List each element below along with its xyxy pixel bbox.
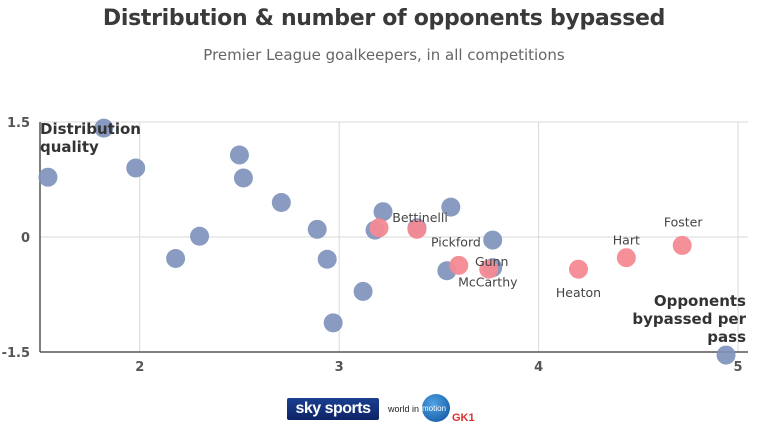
world-in-text: world in bbox=[388, 404, 420, 414]
point-label: Hart bbox=[613, 233, 640, 248]
point-label: Foster bbox=[664, 214, 703, 229]
highlight-point bbox=[449, 255, 469, 275]
globe-icon bbox=[422, 394, 450, 422]
point-label: McCarthy bbox=[458, 274, 518, 289]
point-label: Bettinelli bbox=[392, 210, 448, 225]
motion-text: motion bbox=[422, 404, 447, 413]
data-point bbox=[441, 197, 461, 217]
gk1-logo: GK1 bbox=[452, 412, 475, 424]
y-tick-label: -1.5 bbox=[2, 346, 30, 361]
footer: sky sports world in motion GK1 bbox=[0, 390, 768, 430]
x-tick-label: 2 bbox=[135, 360, 144, 375]
point-label: Pickford bbox=[431, 234, 481, 249]
data-point bbox=[317, 249, 337, 269]
highlight-point bbox=[616, 248, 636, 268]
highlight-point bbox=[479, 259, 499, 279]
highlight-point bbox=[407, 219, 427, 239]
point-label: Heaton bbox=[556, 285, 601, 300]
chart-title: Distribution & number of opponents bypas… bbox=[102, 6, 666, 31]
point-label: Gunn bbox=[475, 254, 508, 269]
y-axis-title: Distribution quality bbox=[40, 120, 141, 156]
chart-subtitle: Premier League goalkeepers, in all compe… bbox=[203, 46, 565, 64]
data-point bbox=[94, 118, 114, 138]
data-point bbox=[307, 219, 327, 239]
highlight-point bbox=[369, 218, 389, 238]
data-point bbox=[271, 193, 291, 212]
x-tick-label: 5 bbox=[734, 360, 743, 375]
data-point bbox=[190, 226, 210, 246]
data-point bbox=[229, 145, 249, 165]
data-point bbox=[483, 230, 503, 250]
sky-sports-logo: sky sports bbox=[287, 398, 379, 420]
y-tick-label: 0 bbox=[21, 231, 30, 246]
data-point bbox=[126, 158, 146, 178]
y-tick-label: 1.5 bbox=[7, 116, 30, 131]
data-point bbox=[353, 281, 373, 301]
scatter-chart: 2 3 4 5 1.5 0 -1.5 Bettinelli Pickford McCarthy G… bbox=[2, 116, 748, 375]
x-axis-title: Opponents bypassed per pass bbox=[632, 292, 746, 346]
x-tick-label: 4 bbox=[534, 360, 543, 375]
data-point bbox=[373, 202, 393, 222]
sky-sports-logo-text: sky sports bbox=[295, 400, 371, 417]
data-point bbox=[716, 345, 736, 365]
highlight-point bbox=[568, 259, 588, 279]
world-in-motion-logo: world in motion bbox=[388, 394, 458, 424]
data-point bbox=[323, 313, 343, 333]
data-point bbox=[166, 248, 186, 268]
data-point bbox=[38, 167, 58, 187]
x-tick-label: 3 bbox=[335, 360, 344, 375]
data-point bbox=[233, 168, 253, 188]
highlight-point bbox=[672, 235, 692, 255]
